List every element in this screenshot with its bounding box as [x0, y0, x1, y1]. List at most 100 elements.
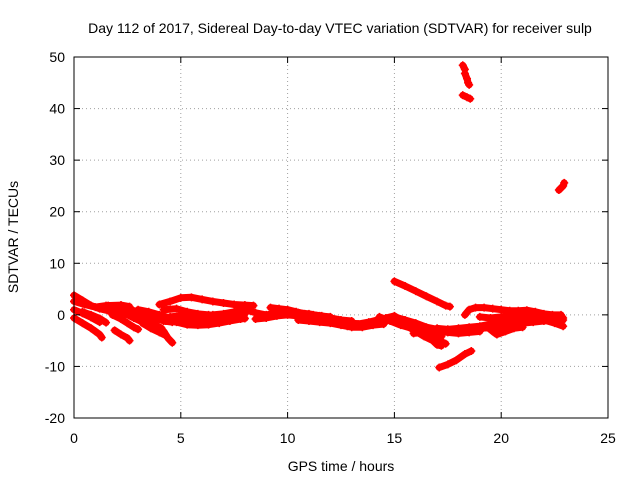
data-point — [116, 330, 125, 339]
data-point — [518, 309, 527, 318]
data-point — [529, 310, 538, 319]
x-tick-label: 15 — [387, 430, 403, 446]
data-point — [539, 312, 548, 321]
data-point — [497, 312, 506, 321]
data-point — [80, 300, 89, 309]
data-track-band — [138, 319, 170, 339]
data-point — [183, 320, 192, 329]
data-point — [443, 360, 452, 369]
data-point — [458, 91, 467, 100]
data-point — [78, 319, 87, 328]
data-point — [445, 302, 454, 311]
data-point — [394, 317, 403, 326]
y-tick-label: 20 — [49, 204, 65, 220]
data-point — [411, 319, 420, 328]
data-point — [401, 281, 410, 290]
data-point — [95, 314, 104, 323]
data-point — [102, 318, 111, 327]
data-point — [465, 305, 474, 314]
data-point — [208, 310, 217, 319]
data-track — [390, 277, 454, 311]
data-track — [266, 303, 356, 326]
data-point — [112, 305, 121, 314]
data-track — [155, 293, 258, 310]
data-point — [123, 319, 132, 328]
data-point — [104, 301, 113, 310]
data-point — [161, 317, 170, 326]
data-point — [507, 310, 516, 319]
data-point — [435, 363, 444, 372]
data-track-band — [267, 304, 356, 325]
data-point — [326, 319, 335, 328]
data-point — [458, 61, 467, 70]
data-point — [337, 321, 345, 330]
data-point — [465, 80, 474, 89]
data-point — [317, 311, 326, 320]
data-point — [554, 186, 563, 195]
data-point — [272, 311, 281, 320]
data-point — [510, 324, 519, 333]
data-point — [390, 312, 399, 321]
data-track — [554, 178, 569, 195]
data-point — [433, 324, 442, 333]
data-track — [219, 303, 252, 325]
data-point — [428, 336, 437, 345]
data-track-band — [111, 326, 133, 345]
data-point — [87, 324, 96, 333]
data-track — [482, 322, 527, 339]
data-point — [452, 356, 461, 365]
data-point — [433, 297, 442, 306]
data-point — [125, 304, 134, 313]
data-point — [315, 318, 324, 327]
data-point — [249, 301, 258, 310]
data-point — [433, 340, 442, 349]
data-point — [283, 305, 292, 314]
data-point — [454, 324, 463, 333]
data-point — [437, 341, 446, 350]
data-point — [198, 311, 207, 320]
data-track-band — [134, 313, 166, 332]
data-track — [108, 310, 143, 334]
data-point — [559, 313, 568, 322]
data-point — [243, 303, 252, 312]
x-tick-label: 5 — [177, 430, 185, 446]
data-point — [460, 310, 469, 319]
data-point — [116, 301, 125, 310]
y-tick-label: 40 — [49, 101, 65, 117]
data-point — [129, 323, 138, 332]
x-tick-label: 20 — [493, 430, 509, 446]
data-point — [550, 314, 559, 323]
y-axis-label: SDTVAR / TECUs — [5, 181, 21, 293]
data-point — [420, 328, 429, 337]
data-track-band — [390, 277, 454, 311]
data-point — [475, 312, 484, 321]
data-point — [108, 310, 117, 319]
data-point — [460, 350, 469, 359]
data-point — [386, 317, 395, 326]
data-point — [409, 329, 418, 338]
data-track — [460, 69, 474, 89]
data-track — [435, 346, 476, 372]
data-point — [460, 69, 469, 78]
data-point — [467, 346, 476, 355]
data-track — [138, 319, 170, 340]
data-point — [292, 307, 301, 316]
data-point — [155, 300, 164, 309]
x-tick-label: 0 — [70, 430, 78, 446]
data-track-band — [79, 308, 110, 327]
data-point — [375, 312, 384, 321]
data-point — [166, 312, 175, 321]
y-tick-label: -20 — [45, 410, 65, 426]
data-point — [172, 304, 181, 313]
data-track — [458, 61, 469, 74]
y-tick-label: 30 — [49, 152, 65, 168]
data-track-band — [155, 293, 257, 310]
data-point — [559, 322, 568, 331]
grid-lines — [74, 57, 608, 418]
x-axis-label: GPS time / hours — [288, 458, 395, 474]
data-point — [146, 324, 155, 333]
data-point — [155, 328, 164, 337]
data-point — [471, 303, 480, 312]
data-point — [488, 304, 497, 313]
